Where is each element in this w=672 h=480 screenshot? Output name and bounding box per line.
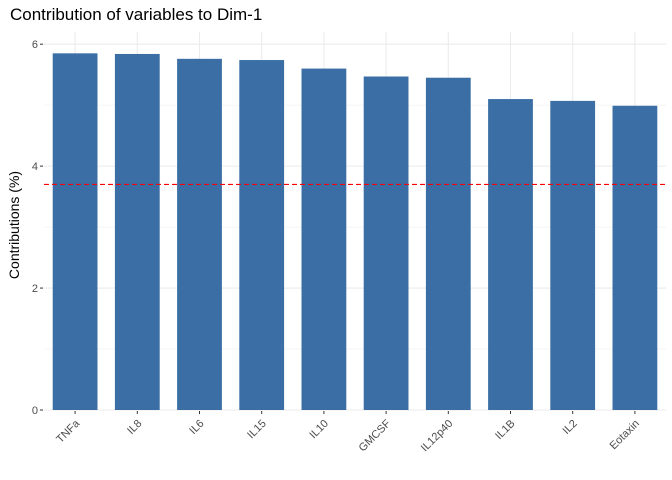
bar-il1b <box>488 99 533 410</box>
x-tick-label: IL10 <box>307 418 331 442</box>
x-tick-label: GMCSF <box>357 417 394 454</box>
bar-il8 <box>114 53 160 410</box>
bar-il15 <box>239 60 285 410</box>
y-tick-label: 4 <box>32 161 38 173</box>
x-tick-label: TNFa <box>54 417 83 446</box>
y-tick-label: 6 <box>32 39 38 51</box>
bar-il12p40 <box>425 77 471 411</box>
bars <box>52 53 658 411</box>
bar-gmcsf <box>363 76 409 410</box>
y-tick-label: 2 <box>32 283 38 295</box>
chart-title: Contribution of variables to Dim-1 <box>10 5 262 24</box>
bar-tnfa <box>52 53 98 410</box>
x-tick-label: IL15 <box>245 418 269 442</box>
bar-il10 <box>301 68 347 411</box>
y-tick-label: 0 <box>32 405 38 417</box>
x-tick-label: Eotaxin <box>608 418 642 452</box>
x-tick-label: IL6 <box>187 418 206 437</box>
y-axis-ticks: 0 2 4 6 <box>32 39 43 417</box>
x-tick-label: IL12p40 <box>419 418 456 455</box>
y-axis-title: Contributions (%) <box>6 171 22 279</box>
bar-eotaxin <box>612 105 658 410</box>
x-tick-label: IL2 <box>561 418 580 437</box>
bar-il2 <box>550 100 596 410</box>
x-axis-ticks: TNFa IL8 IL6 IL15 IL10 GMCSF IL12p40 IL1B IL2 Eot… <box>54 411 642 454</box>
x-tick-label: IL8 <box>125 418 144 437</box>
bar-il6 <box>177 58 222 410</box>
x-tick-label: IL1B <box>493 418 517 442</box>
